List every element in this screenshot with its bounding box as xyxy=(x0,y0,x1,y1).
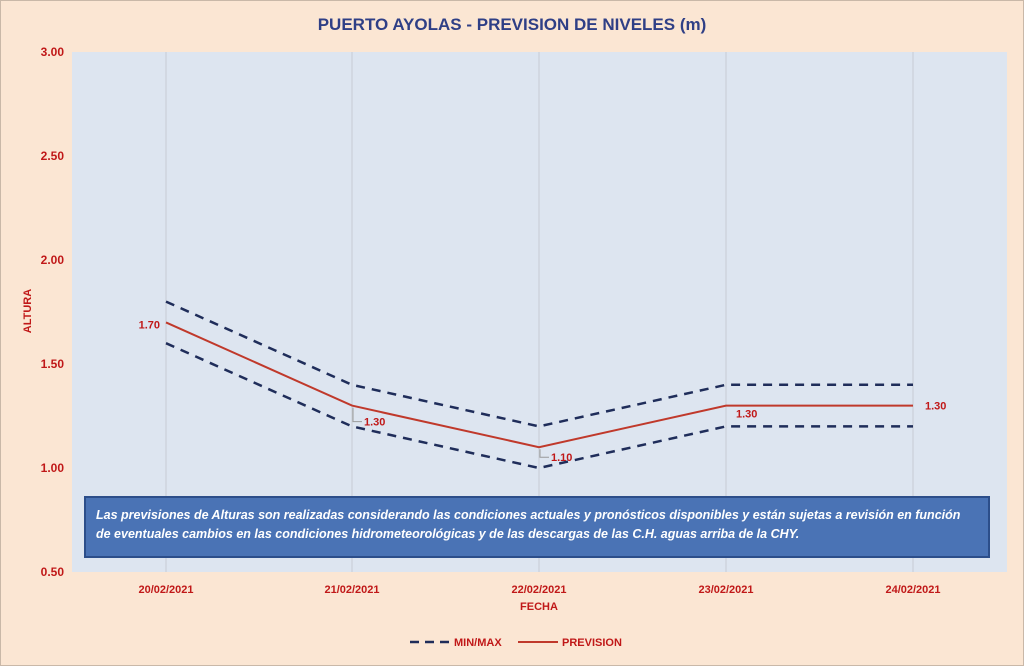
y-tick-label-1: 1.00 xyxy=(41,461,65,475)
data-label-4: 1.30 xyxy=(925,401,946,413)
series-line-prevision xyxy=(165,321,913,449)
chart-title: PUERTO AYOLAS - PREVISION DE NIVELES (m) xyxy=(318,15,707,34)
legend-minmax-label: MIN/MAX xyxy=(454,637,502,649)
y-tick-label-5: 3.00 xyxy=(41,45,65,59)
legend: MIN/MAX PREVISION xyxy=(410,637,622,649)
x-tick-label-1: 21/02/2021 xyxy=(324,584,379,596)
legend-prevision-label: PREVISION xyxy=(562,637,622,649)
x-axis-label: FECHA xyxy=(520,601,558,613)
data-label-0: 1.70 xyxy=(139,319,160,331)
series-line-max xyxy=(165,300,913,428)
y-axis-ticks: 0.50 1.00 1.50 2.00 2.50 3.00 xyxy=(41,45,65,579)
gridlines xyxy=(165,52,914,572)
x-tick-label-4: 24/02/2021 xyxy=(885,584,940,596)
note-box: Las previsiones de Alturas son realizada… xyxy=(84,496,990,558)
data-label-2: 1.10 xyxy=(551,452,572,464)
y-tick-label-3: 2.00 xyxy=(41,253,65,267)
x-tick-label-3: 23/02/2021 xyxy=(698,584,753,596)
series-group xyxy=(165,300,913,470)
x-tick-label-2: 22/02/2021 xyxy=(511,584,566,596)
y-tick-label-2: 1.50 xyxy=(41,357,65,371)
y-tick-label-4: 2.50 xyxy=(41,149,65,163)
data-label-leader-1 xyxy=(352,407,362,423)
x-axis-ticks: 20/02/2021 21/02/2021 22/02/2021 23/02/2021… xyxy=(138,584,940,596)
y-axis-label: ALTURA xyxy=(22,289,34,333)
data-label-1: 1.30 xyxy=(364,417,385,429)
data-label-3: 1.30 xyxy=(736,409,757,421)
x-tick-label-0: 20/02/2021 xyxy=(138,584,193,596)
y-tick-label-0: 0.50 xyxy=(41,565,65,579)
series-line-min xyxy=(165,342,913,470)
data-label-leader-2 xyxy=(539,449,549,458)
data-labels: 1.70 1.30 1.10 1.30 1.30 xyxy=(139,319,947,464)
